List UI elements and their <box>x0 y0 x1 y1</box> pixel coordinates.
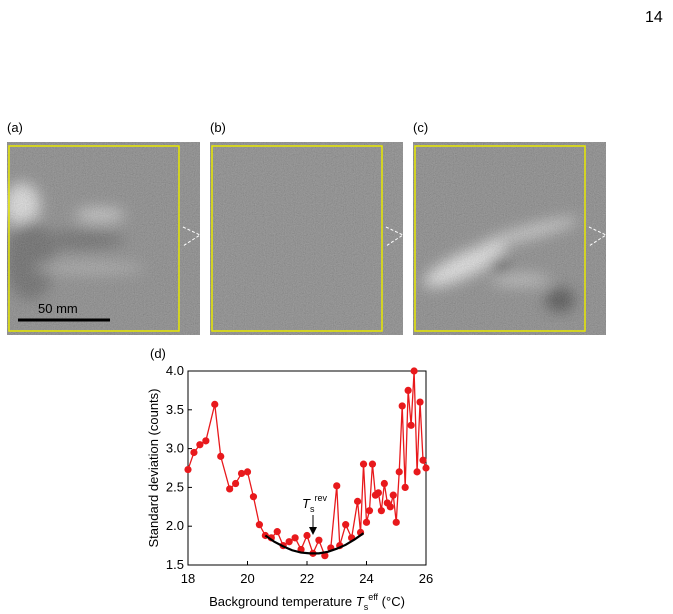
x-axis-label-part: eff <box>368 592 378 602</box>
x-axis-label: Background temperature Tseff (°C) <box>209 592 405 612</box>
data-point <box>404 386 412 394</box>
data-point <box>202 437 210 445</box>
data-point <box>419 456 427 464</box>
data-point <box>333 482 341 490</box>
x-tick-label: 22 <box>300 571 314 586</box>
data-point <box>303 531 311 540</box>
chart: (d) Standard deviation (counts) Backgrou… <box>146 346 433 612</box>
data-point <box>398 402 406 410</box>
page-number: 14 <box>645 9 663 26</box>
image-noise <box>7 142 200 335</box>
roi-box <box>211 145 383 332</box>
data-point <box>285 538 293 546</box>
y-tick-label: 2.0 <box>166 518 184 533</box>
y-tick-label: 3.0 <box>166 441 184 456</box>
y-axis-label: Standard deviation (counts) <box>146 389 161 548</box>
data-point <box>359 460 368 468</box>
y-tick-label: 2.5 <box>166 479 184 494</box>
image-noise <box>413 142 606 335</box>
data-line <box>187 370 427 558</box>
data-point <box>232 479 240 488</box>
x-tick-label: 20 <box>240 571 254 586</box>
data-point <box>196 441 204 449</box>
x-axis-label-part: T <box>356 594 365 609</box>
scale-bar-label: 50 mm <box>38 301 78 316</box>
x-axis-label-part: s <box>364 602 369 612</box>
annotation-part: s <box>310 504 315 514</box>
roi-box <box>414 145 586 332</box>
data-point <box>217 452 225 460</box>
data-point <box>386 503 394 511</box>
data-point <box>211 400 219 408</box>
marker <box>385 226 405 247</box>
data-point <box>321 552 329 560</box>
data-point <box>226 485 234 493</box>
data-point <box>342 521 350 529</box>
data-point <box>315 536 323 544</box>
annotation-part: T <box>302 496 311 511</box>
data-point <box>365 507 374 515</box>
data-point <box>392 518 400 526</box>
annotation-arrowhead <box>309 527 317 535</box>
panel-label: (b) <box>210 120 226 135</box>
data-point <box>401 483 409 491</box>
data-point <box>416 398 424 406</box>
data-point <box>243 468 252 476</box>
data-point <box>389 491 397 499</box>
y-tick-label: 4.0 <box>166 363 184 378</box>
data-point <box>353 497 362 505</box>
data-point <box>413 468 421 476</box>
data-point <box>249 493 258 501</box>
data-point <box>273 528 281 536</box>
annotation-part: rev <box>314 493 327 503</box>
roi-box <box>8 145 180 332</box>
data-point <box>237 469 246 478</box>
data-point <box>255 521 263 529</box>
fit-curve <box>264 532 365 555</box>
marker <box>182 226 202 247</box>
x-axis-label-part: (°C) <box>378 594 405 609</box>
x-axis-label-part: Background temperature <box>209 594 356 609</box>
panel-label: (c) <box>413 120 428 135</box>
x-tick-label: 26 <box>419 571 433 586</box>
x-tick-label: 18 <box>181 571 195 586</box>
data-point <box>184 465 192 474</box>
data-point <box>362 518 371 526</box>
y-tick-label: 3.5 <box>166 402 184 417</box>
data-point <box>395 468 403 476</box>
data-point <box>291 534 299 542</box>
y-tick-label: 1.5 <box>166 557 184 572</box>
data-point <box>380 479 388 488</box>
panel-label: (d) <box>150 346 166 361</box>
marker <box>588 226 608 247</box>
data-point <box>422 464 430 472</box>
data-point <box>374 489 382 497</box>
data-point <box>190 448 198 457</box>
x-tick-label: 24 <box>359 571 373 586</box>
panel-label: (a) <box>7 120 23 135</box>
data-point <box>368 460 377 468</box>
data-point <box>410 367 418 375</box>
data-point <box>377 507 385 515</box>
annotation: Tsrev <box>302 493 327 514</box>
image-noise <box>210 142 403 335</box>
data-point <box>407 421 415 429</box>
